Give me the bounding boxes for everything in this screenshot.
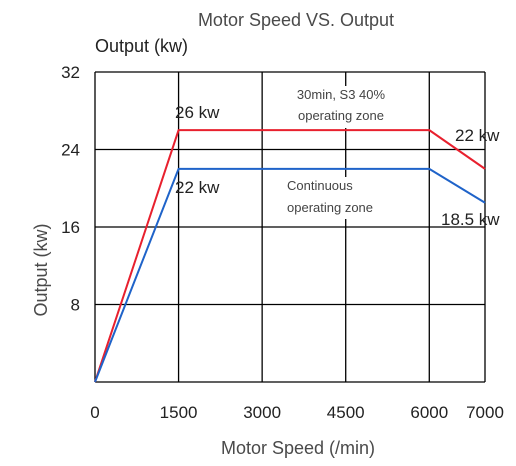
annotation-peak-end: 22 kw [455, 126, 500, 145]
zone-label-bg-continuous [284, 177, 402, 219]
y-tick-label-32: 32 [61, 63, 80, 82]
tick-layer: 0 1500 3000 4500 6000 7000 8 16 24 32 [61, 63, 504, 422]
x-axis-label: Motor Speed (/min) [221, 438, 375, 458]
zone-label-s3-line2: operating zone [298, 108, 384, 123]
x-tick-label-4500: 4500 [327, 403, 365, 422]
x-tick-label-0: 0 [90, 403, 99, 422]
x-tick-label-1500: 1500 [160, 403, 198, 422]
y-tick-label-16: 16 [61, 218, 80, 237]
annotation-continuous-end: 18.5 kw [441, 210, 500, 229]
x-tick-label-7000: 7000 [466, 403, 504, 422]
zone-label-s3-line1: 30min, S3 40% [297, 87, 386, 102]
annotation-continuous-start: 22 kw [175, 178, 220, 197]
y-axis-label: Output (kw) [31, 223, 51, 316]
chart-title: Motor Speed VS. Output [198, 10, 394, 30]
annotation-peak-start: 26 kw [175, 103, 220, 122]
x-tick-label-3000: 3000 [243, 403, 281, 422]
y-tick-label-8: 8 [71, 296, 80, 315]
zone-label-continuous-line2: operating zone [287, 200, 373, 215]
series-line-s3-40 [94, 129, 486, 383]
y-tick-label-24: 24 [61, 141, 80, 160]
zone-label-continuous-line1: Continuous [287, 178, 353, 193]
y-unit-label: Output (kw) [95, 36, 188, 56]
x-tick-label-6000: 6000 [410, 403, 448, 422]
series-line-continuous [94, 167, 486, 383]
series-layer [94, 129, 486, 383]
zone-label-bg-s3 [280, 86, 402, 128]
